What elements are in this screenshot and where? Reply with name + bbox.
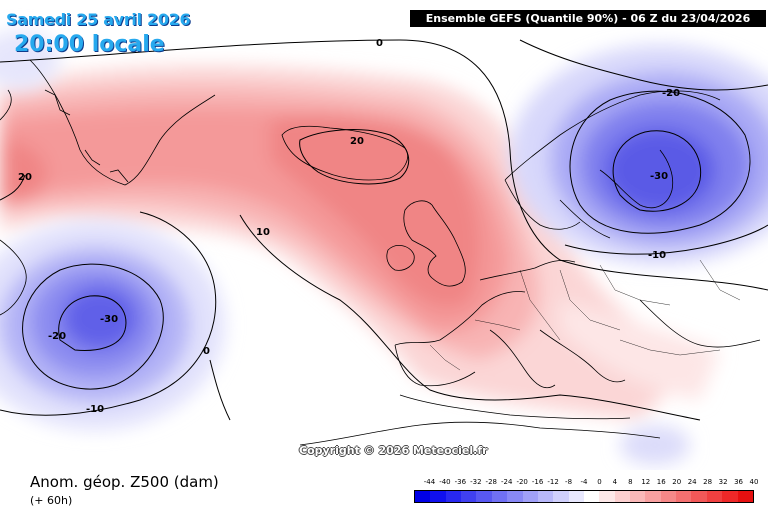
legend-swatch xyxy=(430,491,446,502)
contour-lines xyxy=(0,39,768,421)
legend-swatch xyxy=(522,491,538,502)
legend-swatch xyxy=(507,491,523,502)
model-info-banner: Ensemble GEFS (Quantile 90%) - 06 Z du 2… xyxy=(410,10,766,27)
contour-label-top-zero: 0 xyxy=(376,38,383,49)
copyright-notice: Copyright © 2026 Meteociel.fr xyxy=(299,444,488,457)
legend-swatch xyxy=(722,491,738,502)
legend-tick-label: 24 xyxy=(687,478,697,486)
legend-tick-label: -16 xyxy=(531,478,544,486)
legend-swatch xyxy=(630,491,646,502)
legend-swatch xyxy=(583,491,600,502)
iceland-outline xyxy=(281,125,408,181)
color-scale-legend: -44 -40 -36 -32 -28 -24 -20 -16 -12 -8 -4 0 4 8 12 16 20… xyxy=(414,478,759,508)
legend-swatch xyxy=(537,491,554,502)
positive-anomaly xyxy=(0,65,720,420)
legend-tick-label: -32 xyxy=(470,478,482,486)
legend-swatch xyxy=(445,491,462,502)
legend-swatch xyxy=(614,491,631,502)
legend-tick-label: 20 xyxy=(672,478,682,486)
legend-swatch xyxy=(737,491,753,502)
scandinavia-outline xyxy=(504,90,721,239)
forecast-local-time: 20:00 locale xyxy=(14,32,165,57)
contour-label-scandinavia-10: -10 xyxy=(648,250,666,261)
contour-label-scandinavia-30: -30 xyxy=(650,171,668,182)
legend-tick-label: -44 xyxy=(423,478,436,486)
legend-tick-label: 16 xyxy=(656,478,666,486)
legend-swatch xyxy=(599,491,615,502)
contour-labels: 0 20 20 10 -20 -30 -10 -30 -20 -10 0 xyxy=(18,38,680,415)
legend-swatch xyxy=(691,491,707,502)
footer: Anom. géop. Z500 (dam) (+ 60h) -44 -40 -36… xyxy=(0,470,768,512)
contour-label-atlantic: 10 xyxy=(256,227,270,238)
legend-tick-label: 4 xyxy=(612,478,618,486)
legend-swatch xyxy=(415,491,431,502)
british-isles-outline xyxy=(403,200,466,287)
legend-swatch xyxy=(476,491,492,502)
legend-swatch xyxy=(568,491,584,502)
contour-label-greenland-west: 20 xyxy=(18,172,32,183)
legend-swatch xyxy=(706,491,723,502)
legend-swatch xyxy=(491,491,508,502)
legend-tick-label: -36 xyxy=(454,478,467,486)
legend-tick-label: -20 xyxy=(516,478,528,486)
forecast-date: Samedi 25 avril 2026 xyxy=(6,10,191,29)
legend-tick-label: -8 xyxy=(565,478,573,486)
legend-swatch xyxy=(553,491,569,502)
anomaly-map: 0 20 20 10 -20 -30 -10 -30 -20 -10 0 xyxy=(0,30,768,465)
legend-tick-label: 36 xyxy=(734,478,743,486)
contour-label-low-30: -30 xyxy=(100,314,118,325)
legend-swatch xyxy=(645,491,661,502)
contour-label-scandinavia-20: -20 xyxy=(662,88,680,99)
legend-tick-label: 40 xyxy=(749,478,759,486)
contour-label-iceland: 20 xyxy=(350,136,364,147)
legend-tick-label: 8 xyxy=(628,478,633,486)
country-borders xyxy=(429,259,741,371)
legend-swatch xyxy=(676,491,692,502)
legend-tick-label: -4 xyxy=(580,478,588,486)
legend-swatch xyxy=(660,491,677,502)
legend-tick-label: 28 xyxy=(703,478,713,486)
legend-swatch xyxy=(461,491,477,502)
variable-title: Anom. géop. Z500 (dam) xyxy=(30,473,219,491)
coastlines xyxy=(0,59,761,446)
legend-tick-label: -28 xyxy=(485,478,497,486)
lead-time: (+ 60h) xyxy=(30,494,73,507)
contour-label-low-10: -10 xyxy=(86,404,104,415)
legend-tick-label: 32 xyxy=(718,478,728,486)
contour-label-low-zero: 0 xyxy=(203,346,210,357)
legend-tick-label: -40 xyxy=(439,478,451,486)
europe-outline xyxy=(394,260,626,389)
legend-tick-label: 0 xyxy=(597,478,602,486)
legend-tick-label: -12 xyxy=(547,478,559,486)
legend-tick-label: -24 xyxy=(501,478,513,486)
color-scale-tick-labels: -44 -40 -36 -32 -28 -24 -20 -16 -12 -8 -4 0 4 8 12 16 20… xyxy=(414,478,759,488)
legend-tick-label: 12 xyxy=(641,478,651,486)
contour-label-low-20: -20 xyxy=(48,331,66,342)
color-scale-bar xyxy=(414,490,754,503)
